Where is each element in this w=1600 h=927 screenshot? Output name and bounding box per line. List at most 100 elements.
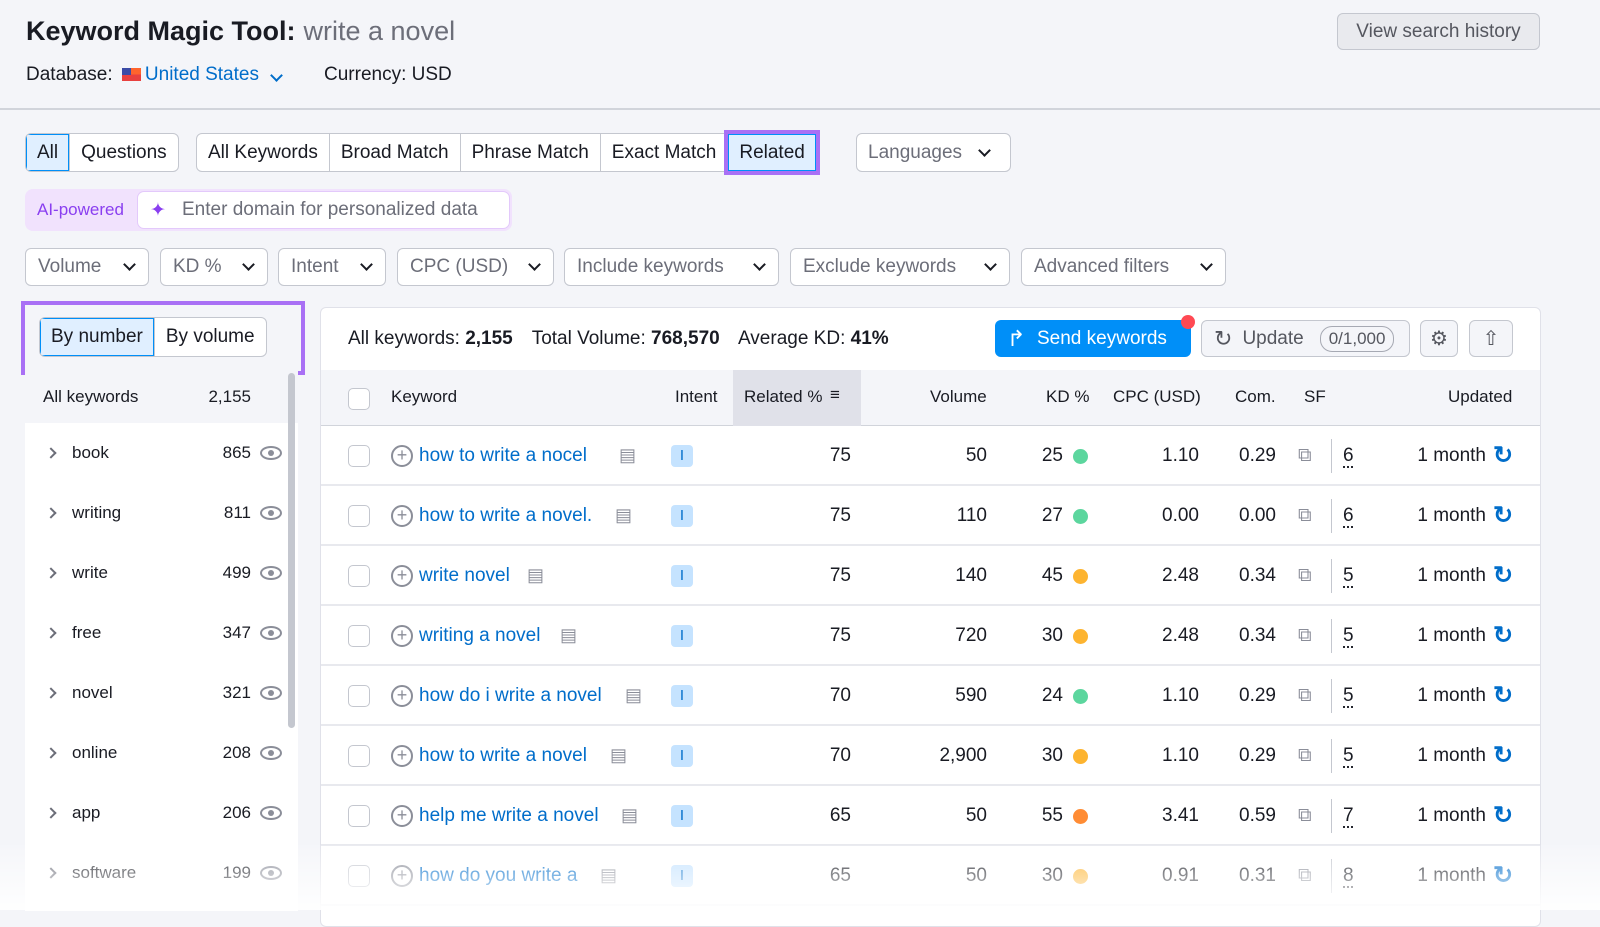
chevron-right-icon[interactable] <box>45 807 57 819</box>
chevron-right-icon[interactable] <box>45 627 57 639</box>
row-checkbox[interactable] <box>348 625 370 647</box>
update-button[interactable]: ↻ Update 0/1,000 <box>1201 320 1410 357</box>
row-checkbox[interactable] <box>348 805 370 827</box>
database-selector[interactable]: Database: United States <box>26 64 284 86</box>
sf-count[interactable]: 5 <box>1343 625 1354 646</box>
filter-intent[interactable]: Intent <box>278 248 386 286</box>
tab-phrase-match[interactable]: Phrase Match <box>461 134 601 171</box>
row-checkbox[interactable] <box>348 445 370 467</box>
refresh-icon[interactable]: ↻ <box>1493 742 1514 769</box>
group-item[interactable]: app 206 <box>25 783 298 843</box>
by-number-button[interactable]: By number <box>40 318 155 356</box>
row-checkbox[interactable] <box>348 565 370 587</box>
sort-icon[interactable]: ≡ <box>830 385 840 404</box>
refresh-icon[interactable]: ↻ <box>1493 502 1514 529</box>
refresh-icon[interactable]: ↻ <box>1493 802 1514 829</box>
add-keyword-icon[interactable]: + <box>391 685 413 707</box>
group-item[interactable]: book 865 <box>25 423 298 483</box>
filter-volume[interactable]: Volume <box>25 248 149 286</box>
serp-page-icon[interactable]: ▤ <box>615 505 633 525</box>
tab-related[interactable]: Related <box>724 130 820 175</box>
add-keyword-icon[interactable]: + <box>391 565 413 587</box>
col-intent[interactable]: Intent <box>675 387 718 406</box>
col-related[interactable]: Related % <box>744 387 823 406</box>
keyword-link[interactable]: help me write a novel <box>419 805 599 826</box>
refresh-icon[interactable]: ↻ <box>1493 622 1514 649</box>
eye-icon[interactable] <box>260 566 282 580</box>
group-item[interactable]: writing 811 <box>25 483 298 543</box>
eye-icon[interactable] <box>260 686 282 700</box>
serp-page-icon[interactable]: ▤ <box>560 625 578 645</box>
row-checkbox[interactable] <box>348 745 370 767</box>
filter-cpc-usd-[interactable]: CPC (USD) <box>397 248 554 286</box>
add-keyword-icon[interactable]: + <box>391 745 413 767</box>
sf-count[interactable]: 5 <box>1343 565 1354 586</box>
serp-page-icon[interactable]: ▤ <box>527 565 545 585</box>
add-keyword-icon[interactable]: + <box>391 805 413 827</box>
groups-scrollbar[interactable] <box>288 373 295 728</box>
refresh-icon[interactable]: ↻ <box>1493 682 1514 709</box>
group-item[interactable]: novel 321 <box>25 663 298 723</box>
col-updated[interactable]: Updated <box>1448 387 1513 406</box>
sf-count[interactable]: 5 <box>1343 745 1354 766</box>
eye-icon[interactable] <box>260 806 282 820</box>
tab-all[interactable]: All <box>26 134 71 171</box>
select-all-checkbox[interactable] <box>348 388 370 410</box>
chevron-right-icon[interactable] <box>45 507 57 519</box>
row-checkbox[interactable] <box>348 505 370 527</box>
filter-include-keywords[interactable]: Include keywords <box>564 248 779 286</box>
chevron-right-icon[interactable] <box>45 687 57 699</box>
col-volume[interactable]: Volume <box>930 387 987 406</box>
keyword-link[interactable]: how to write a nocel <box>419 445 587 466</box>
chevron-right-icon[interactable] <box>45 747 57 759</box>
eye-icon[interactable] <box>260 506 282 520</box>
export-button[interactable]: ⇧ <box>1469 320 1513 357</box>
keyword-link[interactable]: writing a novel <box>419 625 541 646</box>
sf-count[interactable]: 6 <box>1343 505 1354 526</box>
add-keyword-icon[interactable]: + <box>391 445 413 467</box>
languages-dropdown[interactable]: Languages <box>856 133 1011 172</box>
col-sf[interactable]: SF <box>1304 387 1326 406</box>
tab-exact-match[interactable]: Exact Match <box>601 134 729 171</box>
col-keyword[interactable]: Keyword <box>391 387 458 406</box>
by-volume-button[interactable]: By volume <box>165 326 255 347</box>
tab-all-keywords[interactable]: All Keywords <box>197 134 330 171</box>
eye-icon[interactable] <box>260 626 282 640</box>
chevron-right-icon[interactable] <box>45 567 57 579</box>
send-keywords-button[interactable]: ↱ Send keywords <box>995 315 1195 357</box>
col-kd[interactable]: KD % <box>1046 387 1090 406</box>
refresh-icon[interactable]: ↻ <box>1493 442 1514 469</box>
row-checkbox[interactable] <box>348 685 370 707</box>
country-dropdown[interactable]: United States <box>144 64 259 85</box>
group-item[interactable]: online 208 <box>25 723 298 783</box>
eye-icon[interactable] <box>260 446 282 460</box>
tab-broad-match[interactable]: Broad Match <box>330 134 461 171</box>
serp-page-icon[interactable]: ▤ <box>610 745 628 765</box>
eye-icon[interactable] <box>260 746 282 760</box>
refresh-icon[interactable]: ↻ <box>1493 562 1514 589</box>
add-keyword-icon[interactable]: + <box>391 625 413 647</box>
chevron-right-icon[interactable] <box>45 447 57 459</box>
group-item[interactable]: write 499 <box>25 543 298 603</box>
col-cpc[interactable]: CPC (USD) <box>1113 387 1201 406</box>
keyword-link[interactable]: how to write a novel <box>419 745 587 766</box>
sf-count[interactable]: 6 <box>1343 445 1354 466</box>
keyword-link[interactable]: how do i write a novel <box>419 685 602 706</box>
domain-input[interactable]: ✦ Enter domain for personalized data <box>137 191 510 229</box>
add-keyword-icon[interactable]: + <box>391 505 413 527</box>
serp-page-icon[interactable]: ▤ <box>625 685 643 705</box>
sf-count[interactable]: 5 <box>1343 685 1354 706</box>
tab-questions[interactable]: Questions <box>81 141 167 163</box>
group-item[interactable]: free 347 <box>25 603 298 663</box>
filter-exclude-keywords[interactable]: Exclude keywords <box>790 248 1010 286</box>
filter-kd-[interactable]: KD % <box>160 248 268 286</box>
view-search-history-button[interactable]: View search history <box>1337 13 1540 50</box>
serp-page-icon[interactable]: ▤ <box>621 805 639 825</box>
group-all-keywords[interactable]: All keywords 2,155 <box>25 371 298 423</box>
keyword-link[interactable]: write novel <box>419 565 510 586</box>
settings-button[interactable]: ⚙ <box>1420 320 1458 357</box>
col-com[interactable]: Com. <box>1235 387 1276 406</box>
keyword-link[interactable]: how to write a novel. <box>419 505 593 526</box>
sf-count[interactable]: 7 <box>1343 805 1354 826</box>
serp-page-icon[interactable]: ▤ <box>619 445 637 465</box>
